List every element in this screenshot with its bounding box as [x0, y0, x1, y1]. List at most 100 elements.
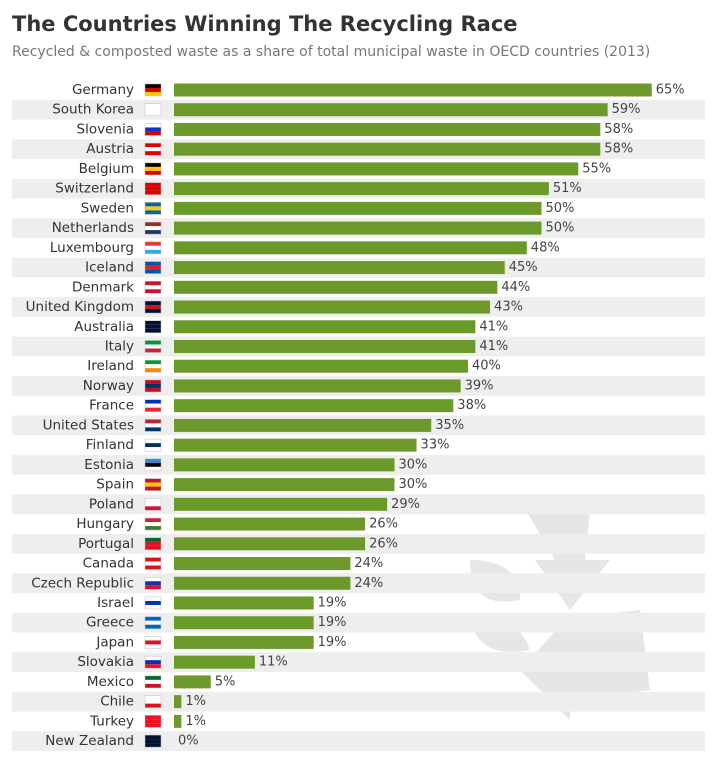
category-label: Greece	[86, 615, 134, 631]
value-label: 30%	[399, 457, 428, 472]
flag-border	[144, 221, 162, 235]
flag-border	[144, 655, 162, 669]
flag	[145, 103, 161, 108]
flag	[145, 147, 161, 152]
flag-border	[144, 557, 162, 570]
category-label: Israel	[97, 595, 134, 611]
flag-border	[144, 537, 162, 551]
category-label: Turkey	[89, 713, 134, 729]
flag-border	[144, 320, 162, 334]
value-label: 19%	[318, 635, 347, 650]
bar	[174, 418, 432, 432]
chart-subtitle: Recycled & composted waste as a share of…	[12, 44, 650, 60]
flag	[145, 604, 161, 609]
bar	[174, 300, 491, 314]
category-label: South Korea	[52, 102, 134, 118]
flag	[145, 703, 161, 708]
flag-border	[144, 103, 162, 116]
flag	[145, 596, 161, 601]
value-label: 26%	[369, 536, 398, 551]
flag-border	[144, 478, 162, 491]
flag	[145, 387, 161, 392]
flag	[145, 289, 161, 294]
flag	[145, 636, 161, 641]
flag	[145, 502, 161, 507]
flag	[145, 656, 161, 661]
bar	[174, 83, 652, 97]
bar	[174, 359, 468, 373]
flag	[145, 143, 161, 148]
category-label: Slovakia	[77, 654, 134, 670]
bar	[174, 320, 476, 334]
flag	[145, 151, 161, 156]
flag-border	[144, 261, 162, 274]
value-label: 50%	[546, 201, 575, 216]
value-label: 44%	[501, 280, 530, 295]
value-label: 65%	[656, 83, 685, 98]
flag	[145, 541, 161, 546]
bar	[174, 201, 542, 215]
bar	[174, 399, 454, 413]
category-label: Iceland	[85, 260, 134, 276]
flag	[145, 265, 161, 270]
flag	[145, 285, 161, 290]
value-label: 0%	[178, 734, 199, 749]
flag	[145, 269, 161, 274]
category-label: Czech Republic	[31, 575, 134, 591]
bar	[174, 162, 579, 176]
flag	[145, 644, 161, 649]
flag	[145, 344, 161, 349]
flag	[145, 439, 161, 444]
bar	[174, 497, 388, 511]
flag	[145, 478, 161, 483]
value-label: 30%	[399, 477, 428, 492]
bar	[174, 537, 366, 551]
flag	[145, 170, 161, 175]
flag	[145, 123, 161, 128]
category-label: Italy	[105, 338, 134, 354]
flag-border	[144, 142, 162, 156]
value-label: 58%	[604, 122, 633, 137]
flag	[145, 131, 161, 136]
watermark	[470, 500, 650, 720]
flag	[145, 210, 161, 215]
flag	[145, 368, 161, 373]
category-label: Finland	[86, 437, 134, 453]
flag	[145, 281, 161, 286]
flag	[145, 522, 161, 527]
bar	[174, 339, 476, 353]
category-label: Luxembourg	[50, 240, 134, 256]
flag	[145, 585, 161, 590]
flag	[145, 403, 161, 408]
flag-border	[144, 577, 162, 590]
flag	[145, 107, 161, 112]
bar	[174, 695, 182, 709]
flag	[145, 320, 161, 325]
flag	[145, 526, 161, 531]
bar	[174, 458, 395, 472]
flag	[145, 640, 161, 645]
value-label: 45%	[509, 260, 538, 275]
flag	[145, 249, 161, 254]
value-label: 39%	[465, 378, 494, 393]
flag	[145, 241, 161, 246]
flag-border	[144, 498, 162, 511]
flag	[145, 600, 161, 605]
category-label: Australia	[74, 319, 134, 335]
flag	[145, 364, 161, 369]
flag	[145, 675, 161, 680]
value-label: 43%	[494, 300, 523, 315]
flag-border	[144, 399, 162, 412]
flag	[145, 301, 161, 306]
flag	[145, 348, 161, 353]
flag	[145, 616, 161, 621]
category-label: Denmark	[72, 279, 134, 295]
value-label: 51%	[553, 181, 582, 196]
bar	[174, 517, 366, 531]
flag	[145, 498, 161, 503]
category-label: France	[89, 398, 134, 414]
category-label: Norway	[83, 378, 134, 394]
flag	[145, 360, 161, 365]
bar	[174, 675, 211, 689]
